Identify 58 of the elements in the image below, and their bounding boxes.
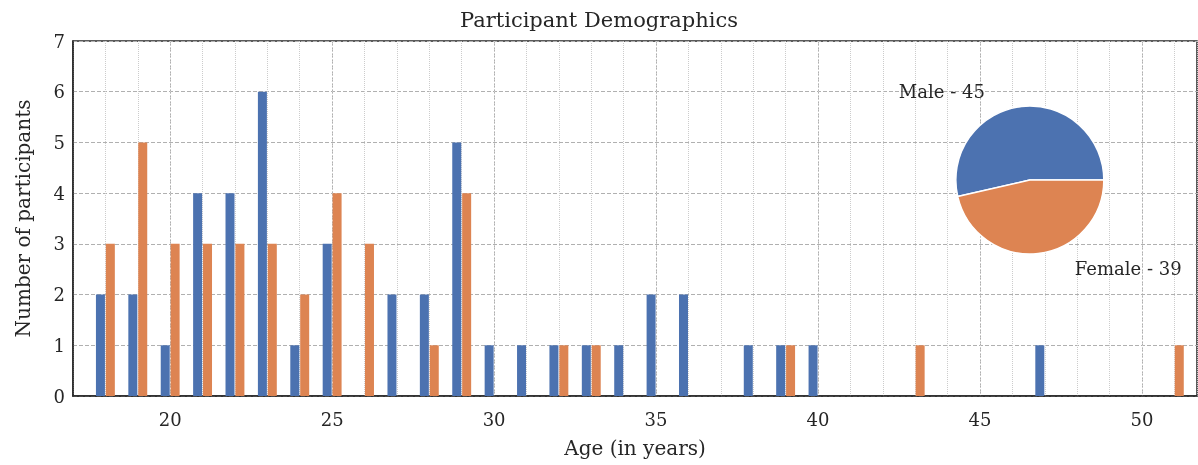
bar (322, 243, 332, 396)
y-axis-title: Number of participants (11, 99, 35, 338)
bar (591, 345, 601, 396)
bar (429, 345, 439, 396)
x-tick-label: 35 (644, 408, 668, 430)
x-tick-label: 30 (482, 408, 506, 430)
bar (300, 294, 310, 396)
slice-label: Female - 39 (1074, 257, 1182, 279)
bar (808, 345, 818, 396)
bar (203, 243, 213, 396)
bar (462, 193, 472, 396)
x-tick-label: 40 (806, 408, 830, 430)
bar (743, 345, 753, 396)
bar (95, 294, 105, 396)
bar (452, 142, 462, 396)
y-tick-label: 1 (53, 334, 65, 356)
x-tick-label: 50 (1130, 408, 1154, 430)
bar (193, 193, 203, 396)
bar (364, 243, 374, 396)
y-tick-label: 3 (53, 233, 65, 255)
bar (1035, 345, 1045, 396)
bar (128, 294, 138, 396)
x-axis-title: Age (in years) (563, 436, 706, 460)
bar (419, 294, 429, 396)
bar (138, 142, 148, 396)
x-tick-label: 45 (968, 408, 992, 430)
bar (915, 345, 925, 396)
bar (679, 294, 688, 396)
bar (160, 345, 170, 396)
bar (581, 345, 591, 396)
y-tick-label: 0 (53, 385, 65, 407)
bar (517, 345, 527, 396)
chart-title: Participant Demographics (459, 7, 739, 32)
bar (484, 345, 494, 396)
bar (225, 193, 235, 396)
y-tick-label: 5 (53, 131, 65, 153)
y-tick-label: 6 (53, 81, 65, 103)
bar (646, 294, 656, 396)
bar (235, 243, 245, 396)
bar (776, 345, 786, 396)
bar (332, 193, 342, 396)
bar (549, 345, 559, 396)
x-tick-label: 25 (320, 408, 344, 430)
bar (267, 243, 277, 396)
x-tick-label: 20 (158, 408, 182, 430)
bar (290, 345, 300, 396)
bar (614, 345, 624, 396)
slice-label: Male - 45 (898, 81, 985, 103)
bar (1174, 345, 1184, 396)
bar (559, 345, 569, 396)
bar (387, 294, 397, 396)
bar (170, 243, 180, 396)
bar (105, 243, 115, 396)
y-tick-label: 4 (53, 182, 65, 204)
bar (257, 91, 267, 396)
bar (786, 345, 796, 396)
y-tick-label: 7 (53, 30, 65, 52)
y-tick-label: 2 (53, 284, 65, 306)
